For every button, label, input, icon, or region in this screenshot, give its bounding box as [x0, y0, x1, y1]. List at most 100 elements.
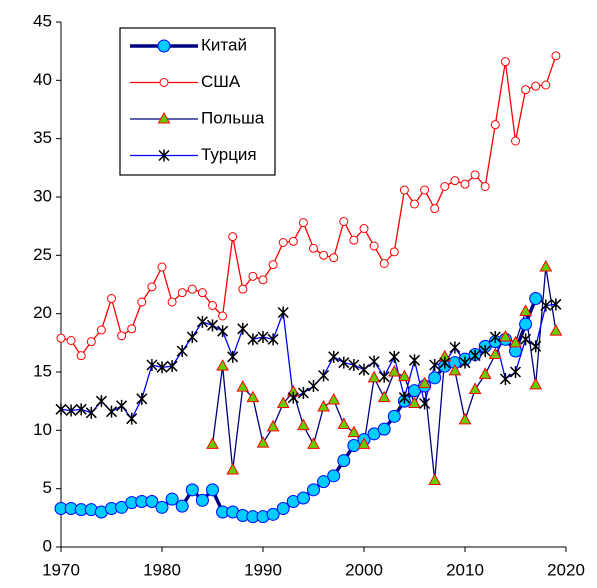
marker: [419, 397, 431, 410]
marker: [297, 387, 309, 399]
marker: [500, 57, 510, 67]
marker: [237, 322, 249, 335]
marker: [177, 288, 187, 298]
marker: [398, 369, 411, 382]
marker: [328, 350, 340, 363]
marker: [276, 396, 290, 408]
y-tick-label: 20: [33, 303, 52, 322]
marker: [307, 380, 320, 392]
marker: [357, 437, 371, 449]
marker: [66, 336, 76, 345]
marker: [238, 284, 248, 294]
x-tick-label: 1980: [143, 560, 181, 579]
marker: [329, 253, 339, 263]
marker: [167, 297, 177, 307]
marker: [499, 373, 511, 385]
marker: [76, 351, 86, 361]
marker: [117, 331, 127, 341]
marker: [75, 403, 87, 416]
marker: [439, 356, 451, 369]
marker: [387, 409, 401, 423]
marker: [387, 364, 401, 377]
marker: [228, 232, 238, 242]
marker: [348, 359, 360, 371]
marker: [196, 315, 208, 328]
y-tick-label: 40: [33, 70, 52, 89]
marker: [468, 382, 482, 394]
marker: [539, 259, 553, 272]
marker: [428, 371, 442, 385]
marker: [175, 499, 189, 513]
marker: [247, 333, 259, 346]
marker: [146, 359, 158, 371]
marker: [349, 235, 359, 245]
marker: [458, 412, 472, 425]
marker: [186, 331, 198, 343]
marker: [197, 288, 207, 298]
legend-marker: [157, 39, 171, 53]
marker: [430, 204, 440, 214]
marker: [217, 325, 229, 338]
marker: [195, 493, 209, 507]
marker: [246, 390, 260, 403]
marker: [480, 182, 490, 191]
marker: [185, 483, 199, 497]
marker: [206, 319, 219, 332]
marker: [256, 436, 270, 448]
marker: [367, 370, 381, 383]
marker: [408, 396, 421, 408]
marker: [236, 380, 250, 392]
marker: [257, 331, 269, 343]
marker: [216, 359, 229, 371]
marker: [258, 275, 268, 285]
marker: [327, 392, 341, 405]
marker: [398, 391, 410, 404]
marker: [541, 80, 551, 90]
legend-label: Турция: [201, 145, 257, 164]
marker: [218, 311, 228, 321]
marker: [459, 356, 471, 369]
marker: [368, 355, 380, 368]
marker: [226, 462, 240, 475]
marker: [187, 284, 197, 294]
marker: [337, 454, 351, 468]
marker: [166, 360, 178, 373]
marker: [287, 391, 299, 404]
y-tick-label: 5: [43, 478, 52, 497]
marker: [136, 392, 148, 405]
marker: [155, 500, 169, 514]
marker: [248, 271, 258, 281]
x-tick-label: 2010: [446, 560, 484, 579]
marker: [317, 399, 330, 412]
marker: [379, 259, 389, 268]
marker: [377, 422, 391, 436]
marker: [551, 51, 561, 61]
marker: [298, 218, 308, 228]
marker: [297, 418, 310, 431]
marker: [488, 347, 502, 359]
marker: [105, 405, 118, 418]
marker: [521, 85, 531, 95]
marker: [165, 492, 179, 506]
marker: [288, 236, 298, 246]
marker: [378, 370, 390, 383]
marker: [126, 412, 138, 425]
marker: [369, 241, 379, 251]
marker: [530, 340, 542, 353]
y-tick-label: 10: [33, 420, 52, 439]
marker: [137, 297, 147, 307]
marker: [399, 185, 409, 195]
marker: [317, 475, 331, 489]
marker: [327, 469, 341, 483]
marker: [309, 243, 318, 253]
y-tick-label: 0: [43, 536, 52, 555]
marker: [509, 366, 522, 378]
marker: [55, 403, 67, 416]
marker: [460, 179, 470, 189]
marker: [509, 335, 522, 348]
marker: [267, 333, 279, 346]
marker: [470, 170, 480, 180]
marker: [520, 333, 532, 346]
x-tick-label: 1990: [244, 560, 282, 579]
